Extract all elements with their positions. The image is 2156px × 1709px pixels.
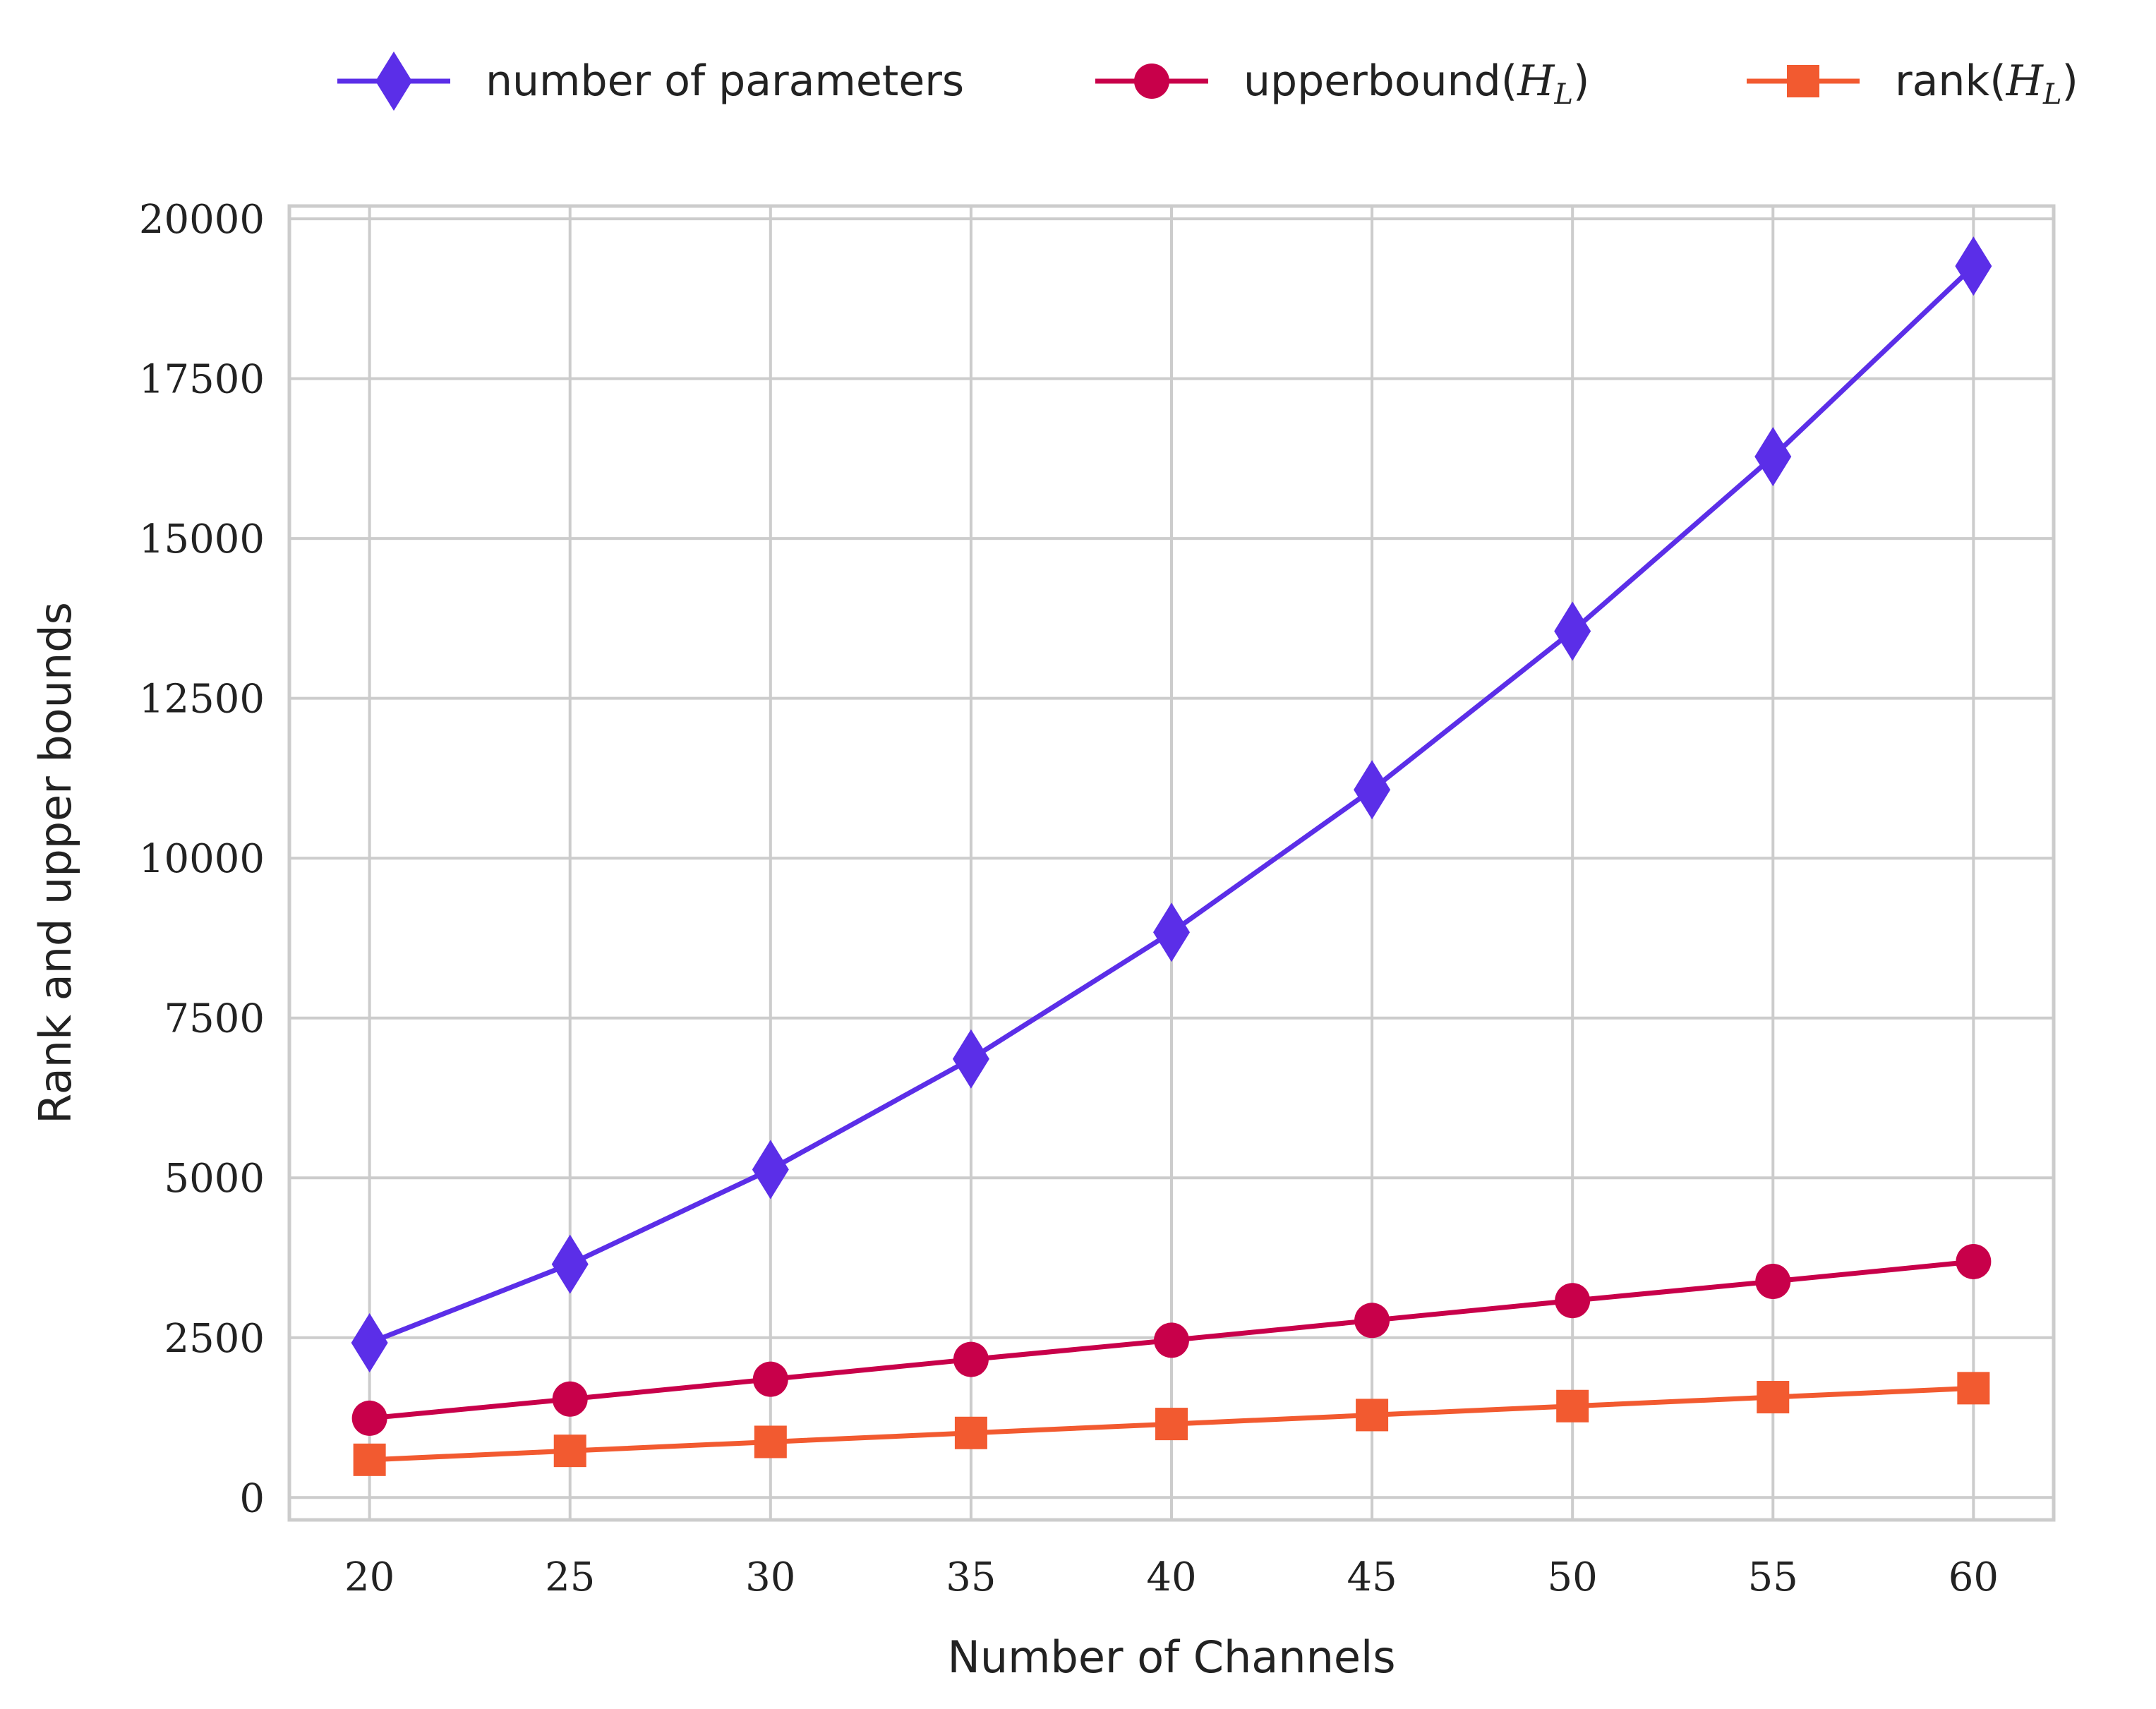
diamond-marker	[1554, 601, 1591, 661]
diamond-marker	[375, 52, 412, 111]
data-point	[952, 1029, 989, 1089]
data-point	[1957, 1372, 1990, 1405]
x-tick-label: 20	[344, 1554, 395, 1600]
legend-item: upperbound(HL)	[1095, 56, 1589, 111]
y-tick-label: 20000	[139, 197, 265, 243]
square-marker	[954, 1416, 987, 1449]
data-point	[552, 1381, 588, 1417]
diamond-marker	[952, 1029, 989, 1089]
x-tick-label: 40	[1146, 1554, 1196, 1600]
data-point	[1757, 1381, 1790, 1414]
y-tick-label: 7500	[164, 996, 265, 1042]
square-marker	[1757, 1381, 1790, 1414]
square-marker	[1556, 1389, 1589, 1423]
square-marker	[553, 1435, 586, 1468]
data-point	[553, 1435, 586, 1468]
diamond-marker	[1754, 427, 1792, 487]
square-marker	[754, 1425, 787, 1459]
grid	[289, 206, 2054, 1520]
circle-marker	[1555, 1283, 1591, 1319]
y-tick-label: 0	[239, 1475, 265, 1521]
x-tick-label: 30	[745, 1554, 795, 1600]
data-point	[1755, 1264, 1791, 1300]
x-axis-label: Number of Channels	[947, 1631, 1395, 1683]
y-tick-label: 17500	[139, 357, 265, 403]
circle-marker	[953, 1341, 989, 1377]
square-marker	[1957, 1372, 1990, 1405]
circle-marker	[752, 1361, 788, 1397]
data-point	[953, 1341, 989, 1377]
data-point	[1754, 427, 1792, 487]
data-point	[1556, 1389, 1589, 1423]
series-circle	[351, 1243, 1992, 1436]
data-point	[1955, 236, 1992, 296]
data-point	[1354, 760, 1391, 820]
data-point	[551, 1234, 589, 1294]
series-square	[353, 1372, 1990, 1476]
data-point	[1554, 601, 1591, 661]
legend-item: rank(HL)	[1747, 56, 2078, 111]
diamond-marker	[551, 1234, 589, 1294]
diamond-marker	[1955, 236, 1992, 296]
data-point	[754, 1425, 787, 1459]
circle-marker	[1154, 1322, 1189, 1358]
x-tick-labels: 20 25 30 35 40 45 50 55 60	[344, 1554, 1999, 1600]
legend-label: number of parameters	[486, 56, 964, 106]
circle-marker	[1755, 1264, 1791, 1300]
legend-item: number of parameters	[337, 52, 964, 111]
square-marker	[1787, 65, 1819, 97]
series-layer	[351, 236, 1992, 1476]
y-tick-label: 10000	[139, 836, 265, 882]
data-point	[351, 1400, 387, 1436]
x-tick-label: 45	[1347, 1554, 1397, 1600]
data-point	[1155, 1408, 1188, 1441]
square-marker	[1356, 1399, 1389, 1432]
legend-label: rank(HL)	[1895, 56, 2078, 111]
y-tick-label: 5000	[164, 1156, 265, 1202]
plot-frame	[287, 204, 2056, 1522]
x-tick-label: 55	[1748, 1554, 1798, 1600]
circle-marker	[1134, 64, 1169, 99]
data-point	[752, 1361, 788, 1397]
diamond-marker	[1354, 760, 1391, 820]
data-point	[351, 1313, 388, 1373]
diamond-marker	[1153, 902, 1190, 962]
data-point	[752, 1140, 789, 1200]
circle-marker	[1354, 1303, 1390, 1339]
y-tick-labels: 0 2500 5000 7500 10000 12500 15000 17500 20000	[139, 197, 265, 1521]
data-point	[353, 1443, 386, 1476]
data-point	[1354, 1303, 1390, 1339]
circle-marker	[351, 1400, 387, 1436]
circle-marker	[552, 1381, 588, 1417]
y-axis-label: Rank and upper bounds	[30, 602, 81, 1124]
square-marker	[353, 1443, 386, 1476]
data-point	[1153, 902, 1190, 962]
series-diamond	[351, 236, 1992, 1373]
y-tick-label: 12500	[139, 677, 265, 723]
legend: number of parameters upperbound(HL) rank(H…	[337, 52, 2078, 111]
y-tick-label: 2500	[164, 1316, 265, 1362]
x-tick-label: 35	[946, 1554, 996, 1600]
data-point	[1956, 1243, 1992, 1279]
legend-label: upperbound(HL)	[1243, 56, 1589, 111]
data-point	[954, 1416, 987, 1449]
data-point	[1555, 1283, 1591, 1319]
data-point	[1356, 1399, 1389, 1432]
x-tick-label: 25	[545, 1554, 595, 1600]
x-tick-label: 60	[1949, 1554, 1999, 1600]
y-tick-label: 15000	[139, 517, 265, 562]
diamond-marker	[351, 1313, 388, 1373]
circle-marker	[1956, 1243, 1992, 1279]
data-point	[1154, 1322, 1189, 1358]
square-marker	[1155, 1408, 1188, 1441]
diamond-marker	[752, 1140, 789, 1200]
x-tick-label: 50	[1548, 1554, 1598, 1600]
